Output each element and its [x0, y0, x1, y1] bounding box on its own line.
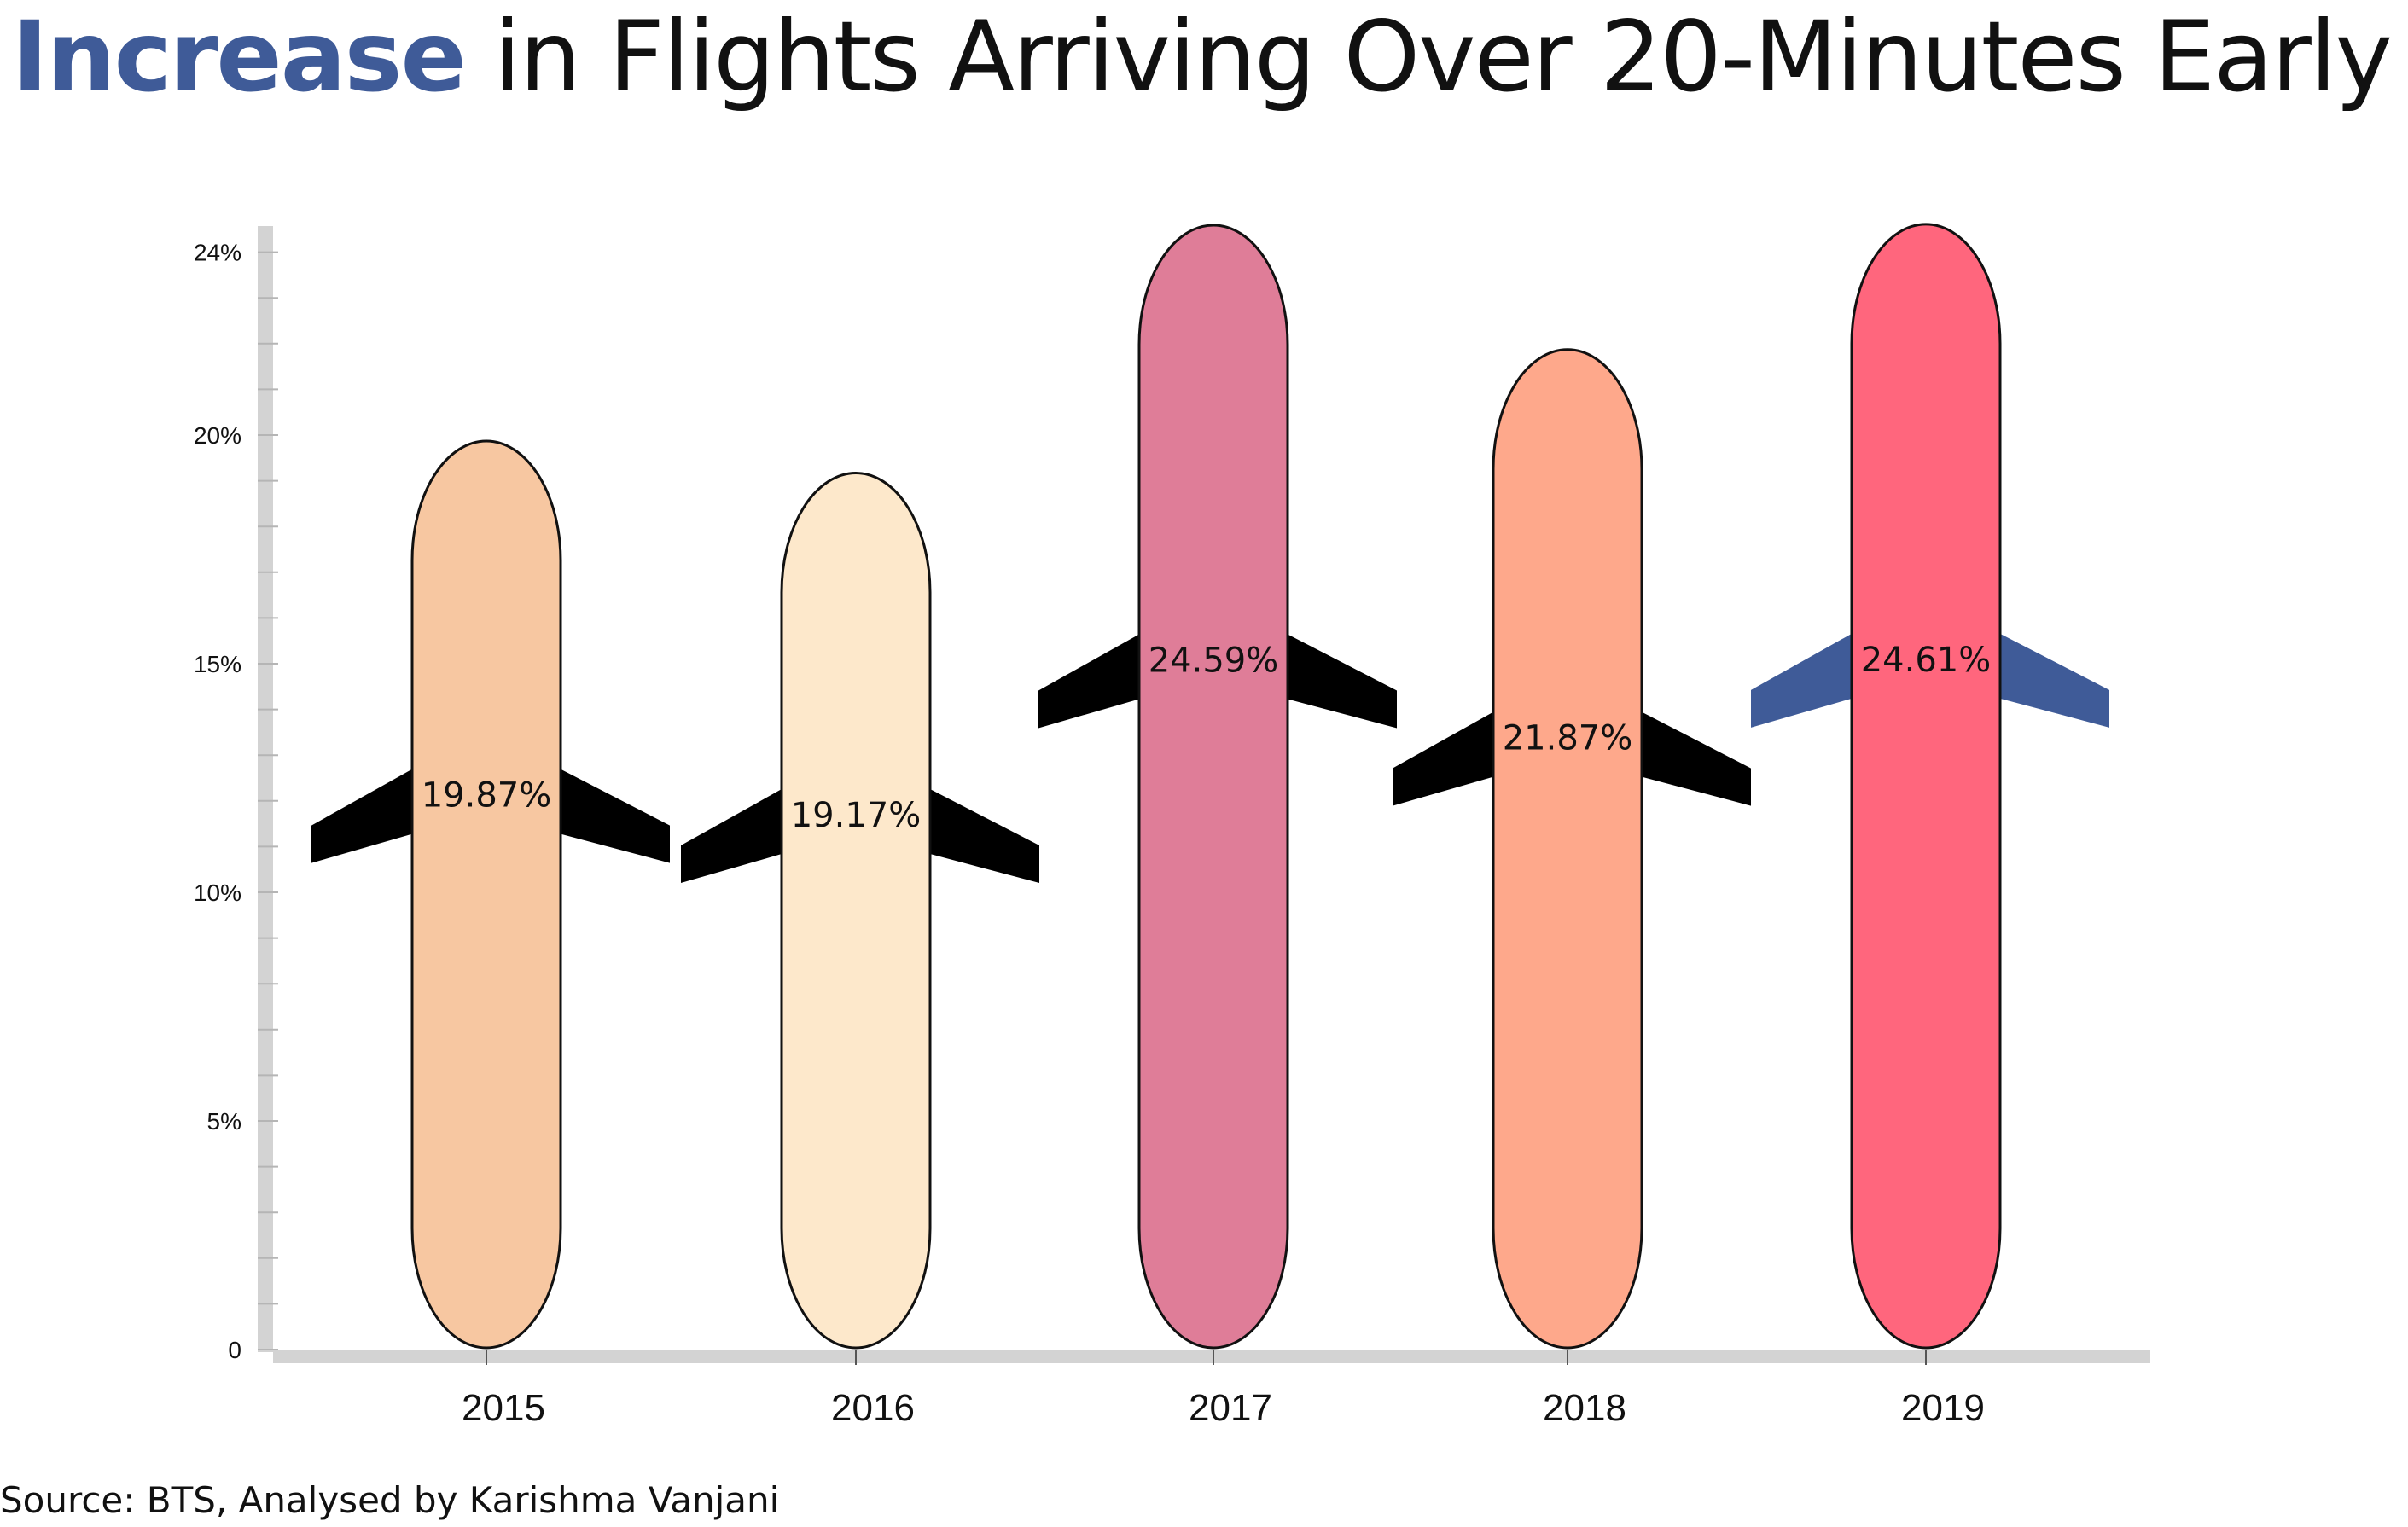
plane-bar-2016: 19.17%	[681, 471, 1039, 1350]
x-tick-label-2018: 2018	[1543, 1387, 1626, 1429]
source-note: Source: BTS, Analysed by Karishma Vanjan…	[0, 1479, 780, 1521]
x-tick-label-2015: 2015	[462, 1387, 545, 1429]
y-tick-label: 5%	[207, 1108, 241, 1135]
plane-wing-right	[1288, 634, 1397, 729]
plane-wing-right	[930, 789, 1039, 884]
plane-bar-2019: 24.61%	[1751, 223, 2109, 1350]
plane-wing-right	[2000, 633, 2109, 728]
bar-2016	[780, 471, 932, 1350]
title-rest: in Flights Arriving Over 20-Minutes Earl…	[494, 0, 2393, 113]
plane-wing-left	[1393, 711, 1493, 806]
data-label-2017: 24.59%	[1149, 641, 1279, 680]
bar-2018	[1492, 348, 1643, 1350]
plane-bar-2017: 24.59%	[1038, 224, 1397, 1350]
data-label-2018: 21.87%	[1503, 719, 1633, 758]
y-tick-label: 24%	[194, 240, 241, 266]
data-label-2016: 19.17%	[791, 796, 922, 835]
plane-wing-right	[1642, 711, 1751, 806]
bar-2019	[1850, 223, 2002, 1350]
x-tick-label-2017: 2017	[1189, 1387, 1272, 1429]
plane-bar-2018: 21.87%	[1393, 348, 1751, 1350]
plane-bar-2015: 19.87%	[311, 439, 670, 1350]
x-axis-line	[273, 1350, 2150, 1363]
chart-title: Increase in Flights Arriving Over 20-Min…	[12, 0, 2393, 113]
x-tick-label-2016: 2016	[831, 1387, 915, 1429]
x-tick-label-2019: 2019	[1901, 1387, 1985, 1429]
plane-wing-left	[1751, 633, 1852, 728]
y-tick-label: 10%	[194, 880, 241, 906]
plane-wing-left	[1038, 634, 1139, 729]
plane-wing-left	[681, 789, 782, 884]
y-axis-line	[258, 226, 273, 1352]
chart-marks: 19.87% 19.17% 24.59% 21.87% 24.61%	[311, 223, 2109, 1350]
plane-wing-left	[311, 769, 412, 863]
y-tick-label: 20%	[194, 422, 241, 449]
bar-2015	[410, 439, 562, 1350]
data-label-2019: 24.61%	[1861, 641, 1992, 680]
bar-2017	[1137, 224, 1289, 1350]
y-tick-label: 15%	[194, 651, 241, 677]
chart-axes: 0 5% 10% 15% 20% 24% 2015 2016 2017 2018 2019	[194, 226, 2150, 1429]
data-label-2015: 19.87%	[422, 776, 552, 816]
plane-wing-right	[561, 769, 670, 863]
title-highlight: Increase	[12, 0, 467, 113]
y-tick-label: 0	[228, 1337, 241, 1363]
